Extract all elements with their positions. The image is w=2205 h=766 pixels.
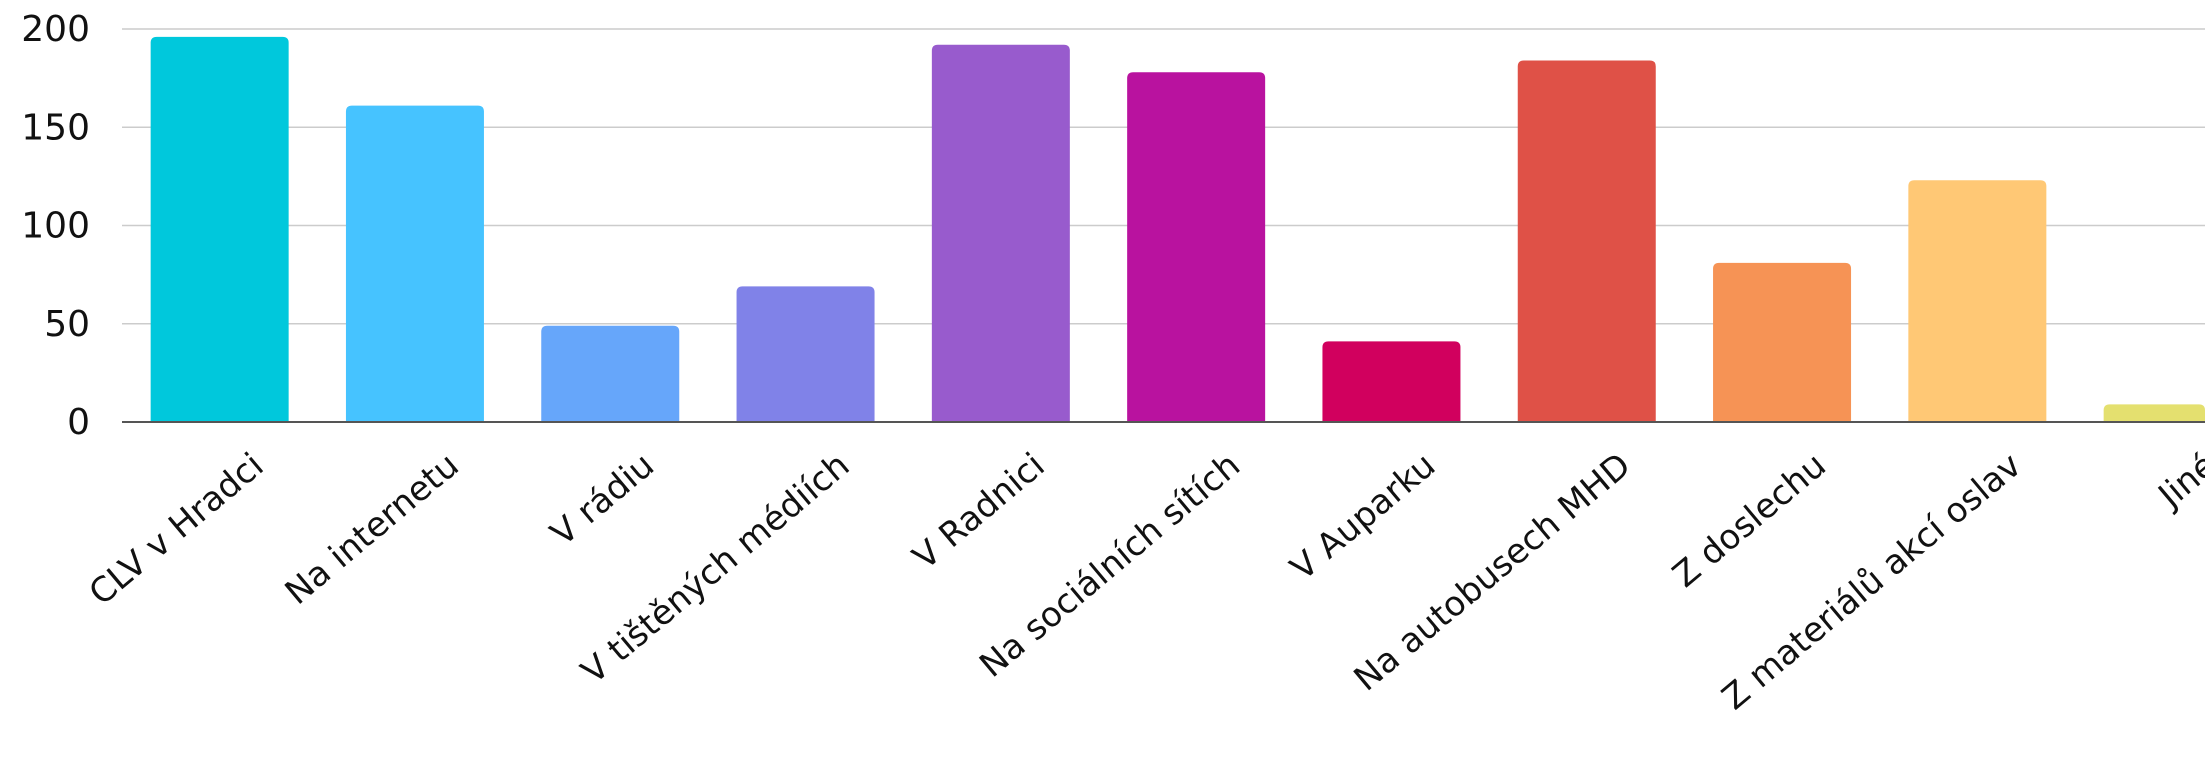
y-axis-ticks: 0 50 100 150 200 [21, 9, 90, 443]
bar-2 [346, 106, 484, 422]
x-tick-label: V Radnici [905, 445, 1052, 578]
x-tick-label: V Auparku [1283, 445, 1443, 588]
bar-6 [1127, 72, 1265, 422]
bar-10 [1908, 180, 2046, 422]
bar-5 [932, 45, 1070, 422]
y-tick-label: 150 [21, 107, 90, 148]
bar-7 [1322, 341, 1460, 422]
bar-3 [541, 326, 679, 422]
bar-8 [1518, 60, 1656, 422]
y-tick-label: 0 [67, 402, 90, 443]
bar-1 [151, 37, 289, 422]
x-tick-label: CLV v Hradci [82, 445, 272, 613]
x-tick-label: Na internetu [278, 445, 467, 613]
x-tick-label: V rádiu [543, 445, 662, 554]
bar-4 [737, 286, 875, 422]
x-tick-label: Z doslechu [1665, 445, 1833, 595]
bar-9 [1713, 263, 1851, 422]
y-tick-label: 100 [21, 206, 90, 247]
y-tick-label: 200 [21, 9, 90, 50]
bar-11 [2104, 404, 2205, 422]
y-tick-label: 50 [44, 304, 90, 345]
x-tick-label: Jiné [2150, 445, 2205, 517]
bars [151, 37, 2205, 422]
